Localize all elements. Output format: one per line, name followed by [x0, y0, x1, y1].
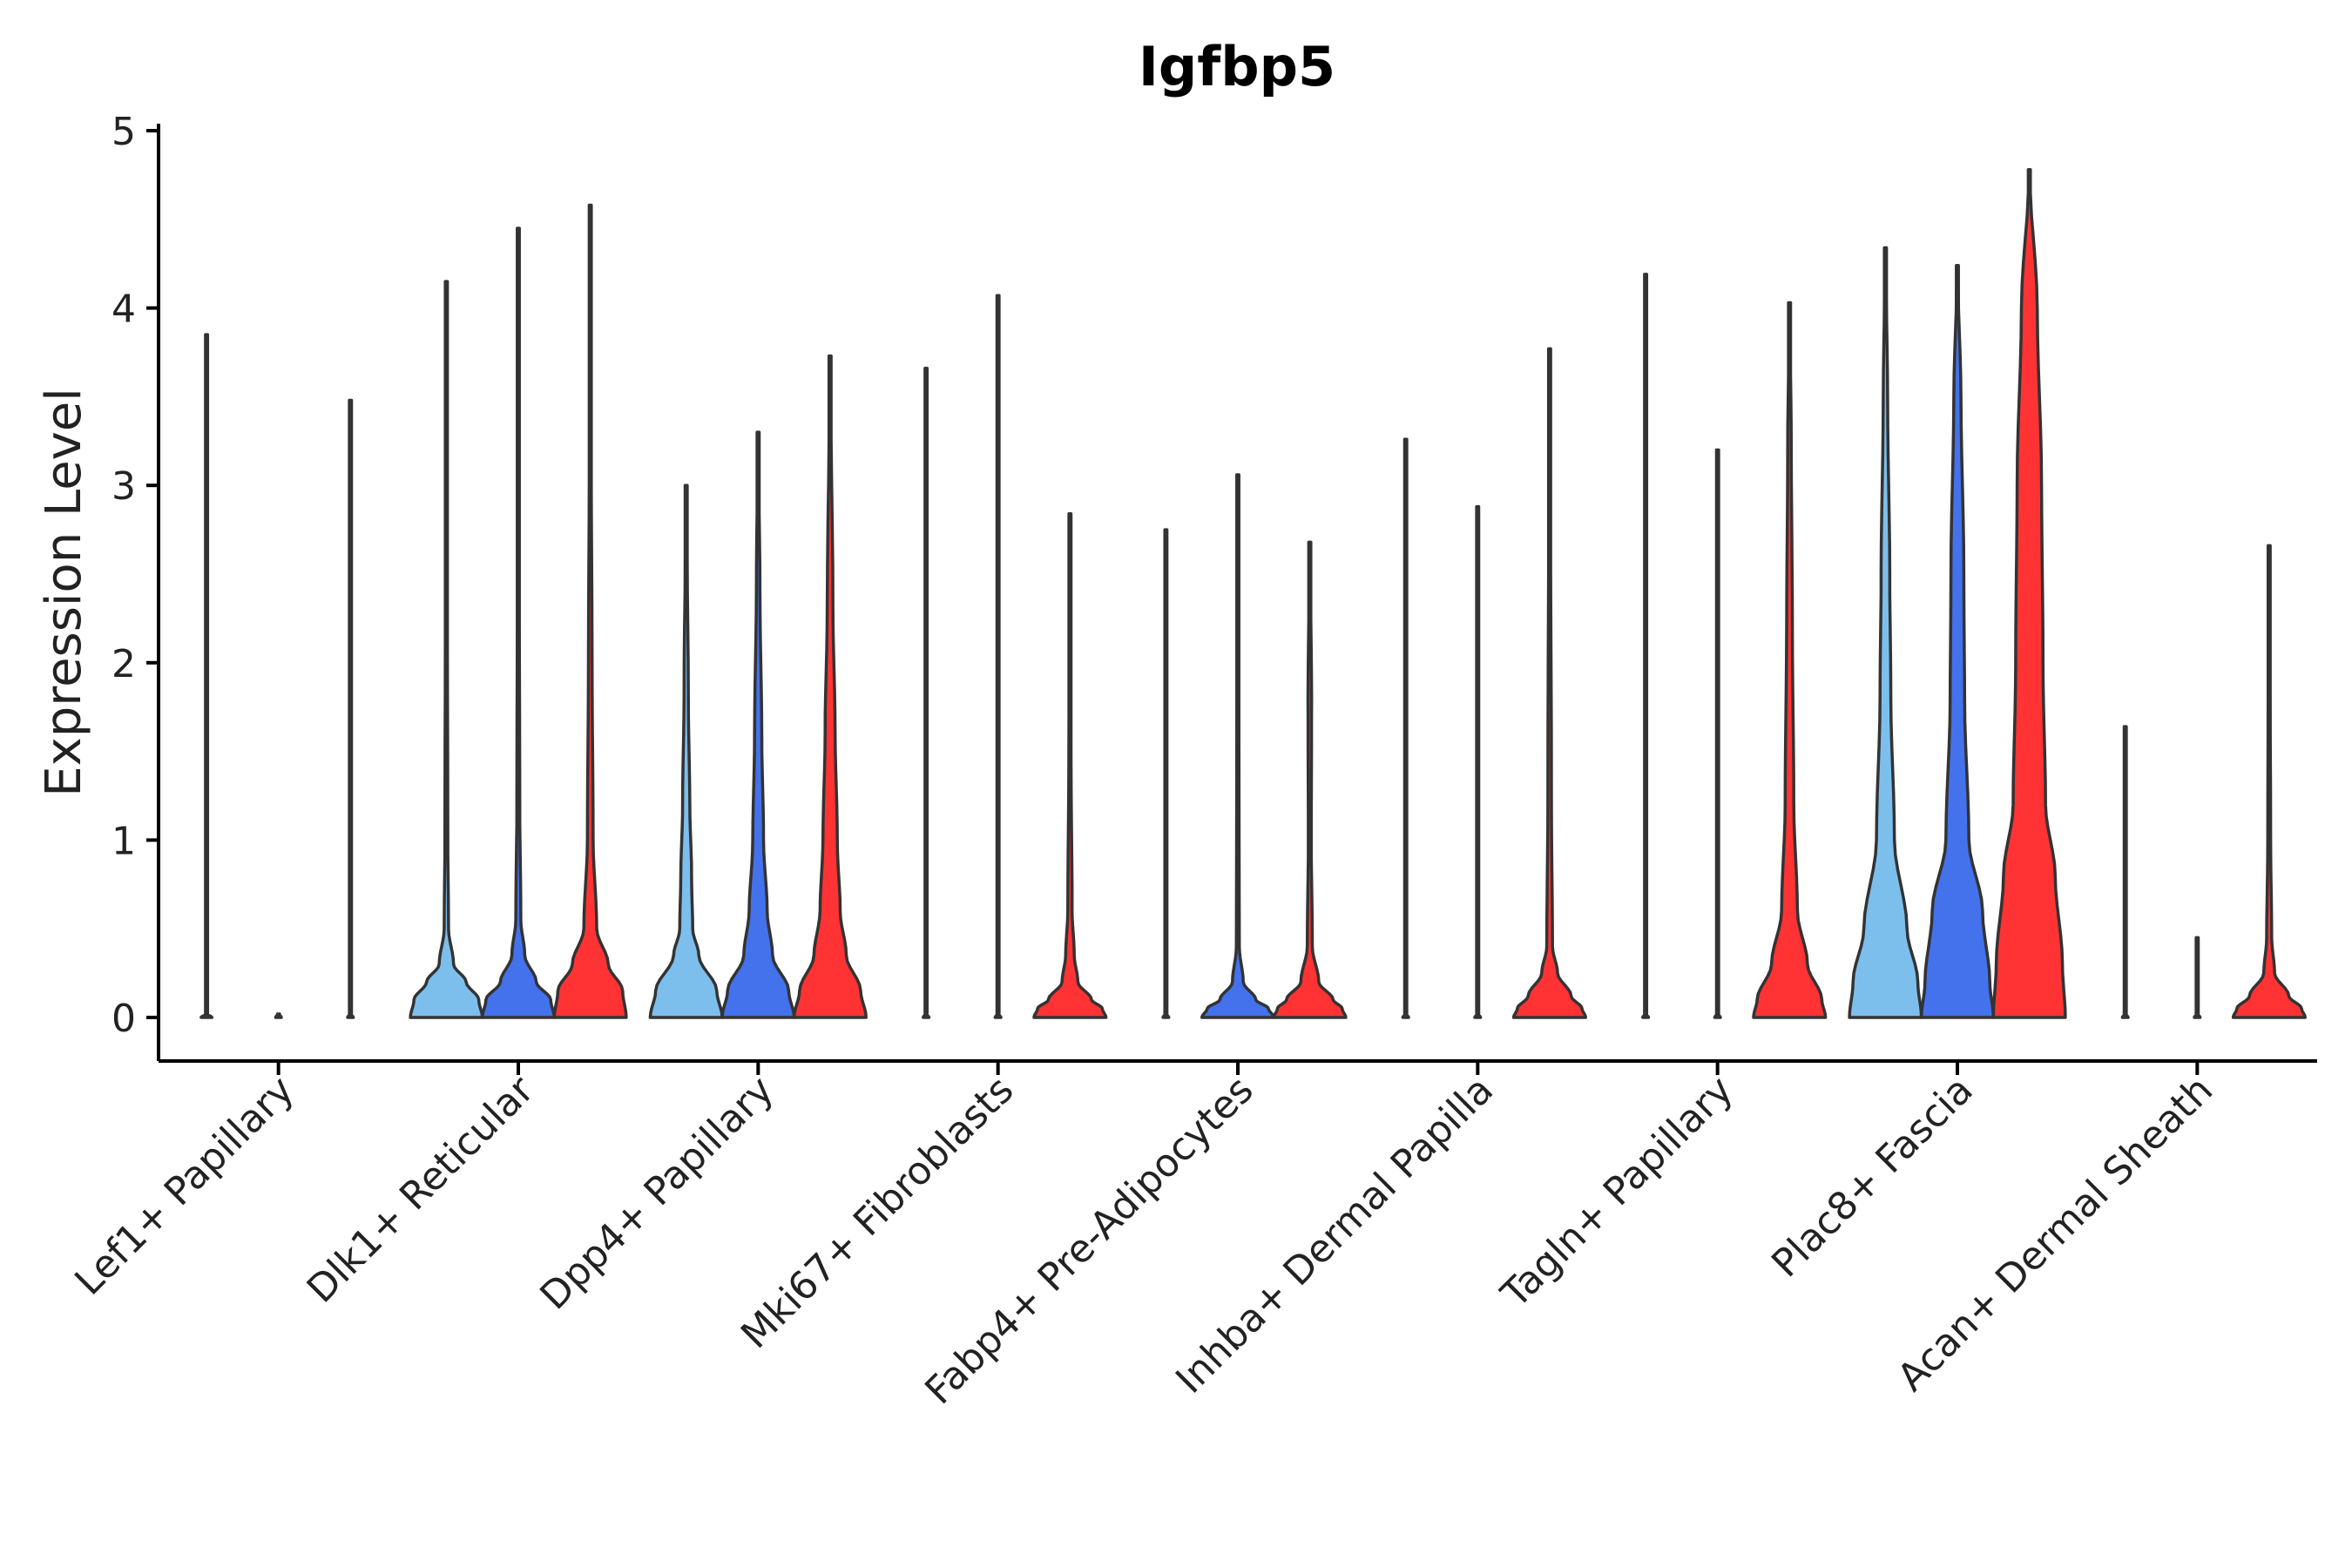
violin-3 [2231, 544, 2307, 1019]
violin-1 [1848, 246, 1923, 1019]
violin-group [1641, 273, 1828, 1019]
violin-group [2120, 544, 2307, 1019]
violin-2 [720, 430, 796, 1019]
violin-1 [922, 367, 931, 1019]
violin-2 [1200, 473, 1276, 1019]
violin-2 [1919, 263, 1996, 1019]
violin-1 [409, 280, 484, 1019]
y-axis: 0 1 2 3 4 5 [112, 110, 160, 1061]
violin-group [922, 294, 1108, 1019]
x-tick-label: Tagln+ Papillary [1492, 1068, 1741, 1317]
y-tick-label: 5 [112, 110, 136, 154]
violin-3 [1752, 301, 1828, 1019]
chart-title: Igfbp5 [1139, 35, 1335, 98]
violin-1 [1401, 437, 1410, 1019]
violin-group [409, 203, 628, 1019]
violin-2 [1473, 504, 1483, 1019]
violin-1 [1641, 273, 1651, 1019]
violin-group [1401, 347, 1587, 1019]
y-tick-label: 1 [112, 819, 136, 863]
violin-2 [480, 226, 557, 1019]
violin-group [1161, 473, 1348, 1019]
y-axis-label: Expression Level [36, 388, 92, 797]
x-tick-label: Dpp4+ Papillary [531, 1068, 782, 1319]
violin-3 [346, 398, 355, 1019]
x-tick-label: Mki67+ Fibroblasts [733, 1068, 1022, 1357]
violin-group [1848, 168, 2067, 1019]
violin-2 [2193, 936, 2202, 1019]
violin-2 [1713, 448, 1722, 1019]
y-tick-label: 0 [112, 997, 136, 1041]
violin-3 [1032, 512, 1108, 1019]
violin-3 [1272, 540, 1348, 1019]
violin-3 [552, 203, 628, 1019]
violin-group [199, 333, 355, 1019]
y-tick-label: 3 [112, 464, 136, 509]
violin-2 [993, 294, 1003, 1019]
y-tick-label: 2 [112, 642, 136, 686]
violin-3 [792, 354, 868, 1019]
x-tick-label: Plac8+ Fascia [1763, 1068, 1982, 1287]
violin-1 [2120, 725, 2130, 1019]
y-tick-label: 4 [112, 287, 136, 332]
violin-3 [1511, 347, 1587, 1019]
violin-1 [648, 483, 724, 1019]
violin-1 [1161, 528, 1171, 1019]
violin-3 [1991, 168, 2067, 1019]
violin-group [648, 354, 868, 1019]
x-tick-label: Dlk1+ Reticular [299, 1067, 544, 1312]
plot-area [199, 168, 2307, 1019]
x-tick-label: Lef1+ Papillary [66, 1068, 302, 1304]
violin-2 [274, 1012, 283, 1019]
violin-1 [199, 333, 214, 1019]
